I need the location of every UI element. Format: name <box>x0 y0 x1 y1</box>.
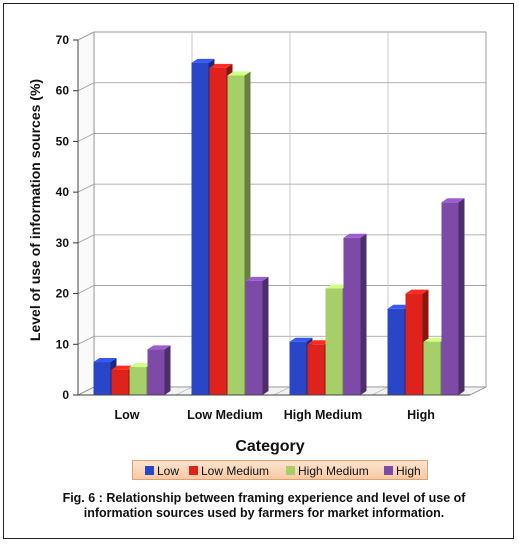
bar-front <box>129 367 147 395</box>
legend-item: Low <box>145 464 179 478</box>
legend-label: High Medium <box>298 464 369 478</box>
bar-top <box>423 337 447 342</box>
bar-top <box>405 289 429 294</box>
bar-side <box>360 233 367 395</box>
figure-caption: Fig. 6 : Relationship between framing ex… <box>62 491 466 520</box>
legend-label: High <box>396 464 421 478</box>
legend-swatch <box>145 466 154 475</box>
gridline <box>77 31 486 41</box>
y-tick-label: 60 <box>56 84 70 98</box>
legend-swatch <box>384 466 393 475</box>
bar-front <box>227 75 245 395</box>
x-tick-label: Low <box>115 408 140 422</box>
axes: 0 10 20 30 40 50 60 70 Low Low Medium High Medium H… <box>56 33 470 422</box>
gridlines <box>77 31 487 396</box>
bar-top <box>93 358 117 363</box>
gridline <box>77 82 486 92</box>
bar-front <box>441 202 459 395</box>
bar-front <box>325 288 343 395</box>
bar <box>245 276 269 395</box>
legend-label: Low Medium <box>201 464 269 478</box>
bar-side <box>458 198 465 395</box>
y-tick-label: 30 <box>56 236 70 250</box>
legend-label: Low <box>157 464 179 478</box>
legend-item: High <box>384 464 421 478</box>
y-axis-label: Level of use of information sources (%) <box>27 79 43 341</box>
bar-front <box>307 344 325 395</box>
bar-top <box>387 304 411 309</box>
y-tick-label: 50 <box>56 134 70 148</box>
gridline <box>77 183 486 193</box>
bars <box>93 58 465 396</box>
bar-front <box>191 62 209 395</box>
x-axis-label: Category <box>235 438 304 455</box>
bar-front <box>405 293 423 395</box>
bar-top <box>245 276 269 281</box>
bar-front <box>93 362 111 395</box>
bar-top <box>343 233 367 238</box>
bar-top <box>227 71 251 76</box>
y-tick-label: 20 <box>56 287 70 301</box>
y-tick-label: 10 <box>56 337 70 351</box>
x-tick-label: Low Medium <box>187 408 263 422</box>
bar-top <box>289 337 313 342</box>
bar-top <box>209 63 233 68</box>
bar-front <box>289 341 307 395</box>
bar-top <box>147 345 171 350</box>
bar-top <box>191 58 215 63</box>
legend-items: Low Low Medium High Medium High <box>145 464 421 478</box>
bar <box>147 345 171 395</box>
bar-side <box>262 276 269 395</box>
bar-top <box>307 340 331 345</box>
x-tick-label: High Medium <box>284 408 362 422</box>
bar-front <box>343 237 361 395</box>
bar-front <box>387 308 405 395</box>
legend-swatch <box>286 466 295 475</box>
legend-swatch <box>189 466 198 475</box>
bar <box>343 233 367 395</box>
gridline <box>77 133 486 142</box>
bar-top <box>129 363 153 368</box>
bar-front <box>423 341 441 395</box>
bar-front <box>209 67 227 396</box>
legend: Low Low Medium High Medium High <box>132 460 428 480</box>
y-tick-label: 0 <box>62 388 69 402</box>
bar-top <box>111 365 135 370</box>
legend-item: Low Medium <box>189 464 269 478</box>
bar-side <box>164 345 171 395</box>
legend-item: High Medium <box>286 464 369 478</box>
y-tick-label: 40 <box>56 185 70 199</box>
bar-front <box>147 349 165 395</box>
bar-front <box>245 280 263 395</box>
x-tick-label: High <box>407 408 435 422</box>
bar <box>441 198 465 395</box>
y-tick-label: 70 <box>56 33 70 47</box>
bar-front <box>111 369 129 395</box>
bar-top <box>325 284 349 289</box>
bar-top <box>441 198 465 203</box>
